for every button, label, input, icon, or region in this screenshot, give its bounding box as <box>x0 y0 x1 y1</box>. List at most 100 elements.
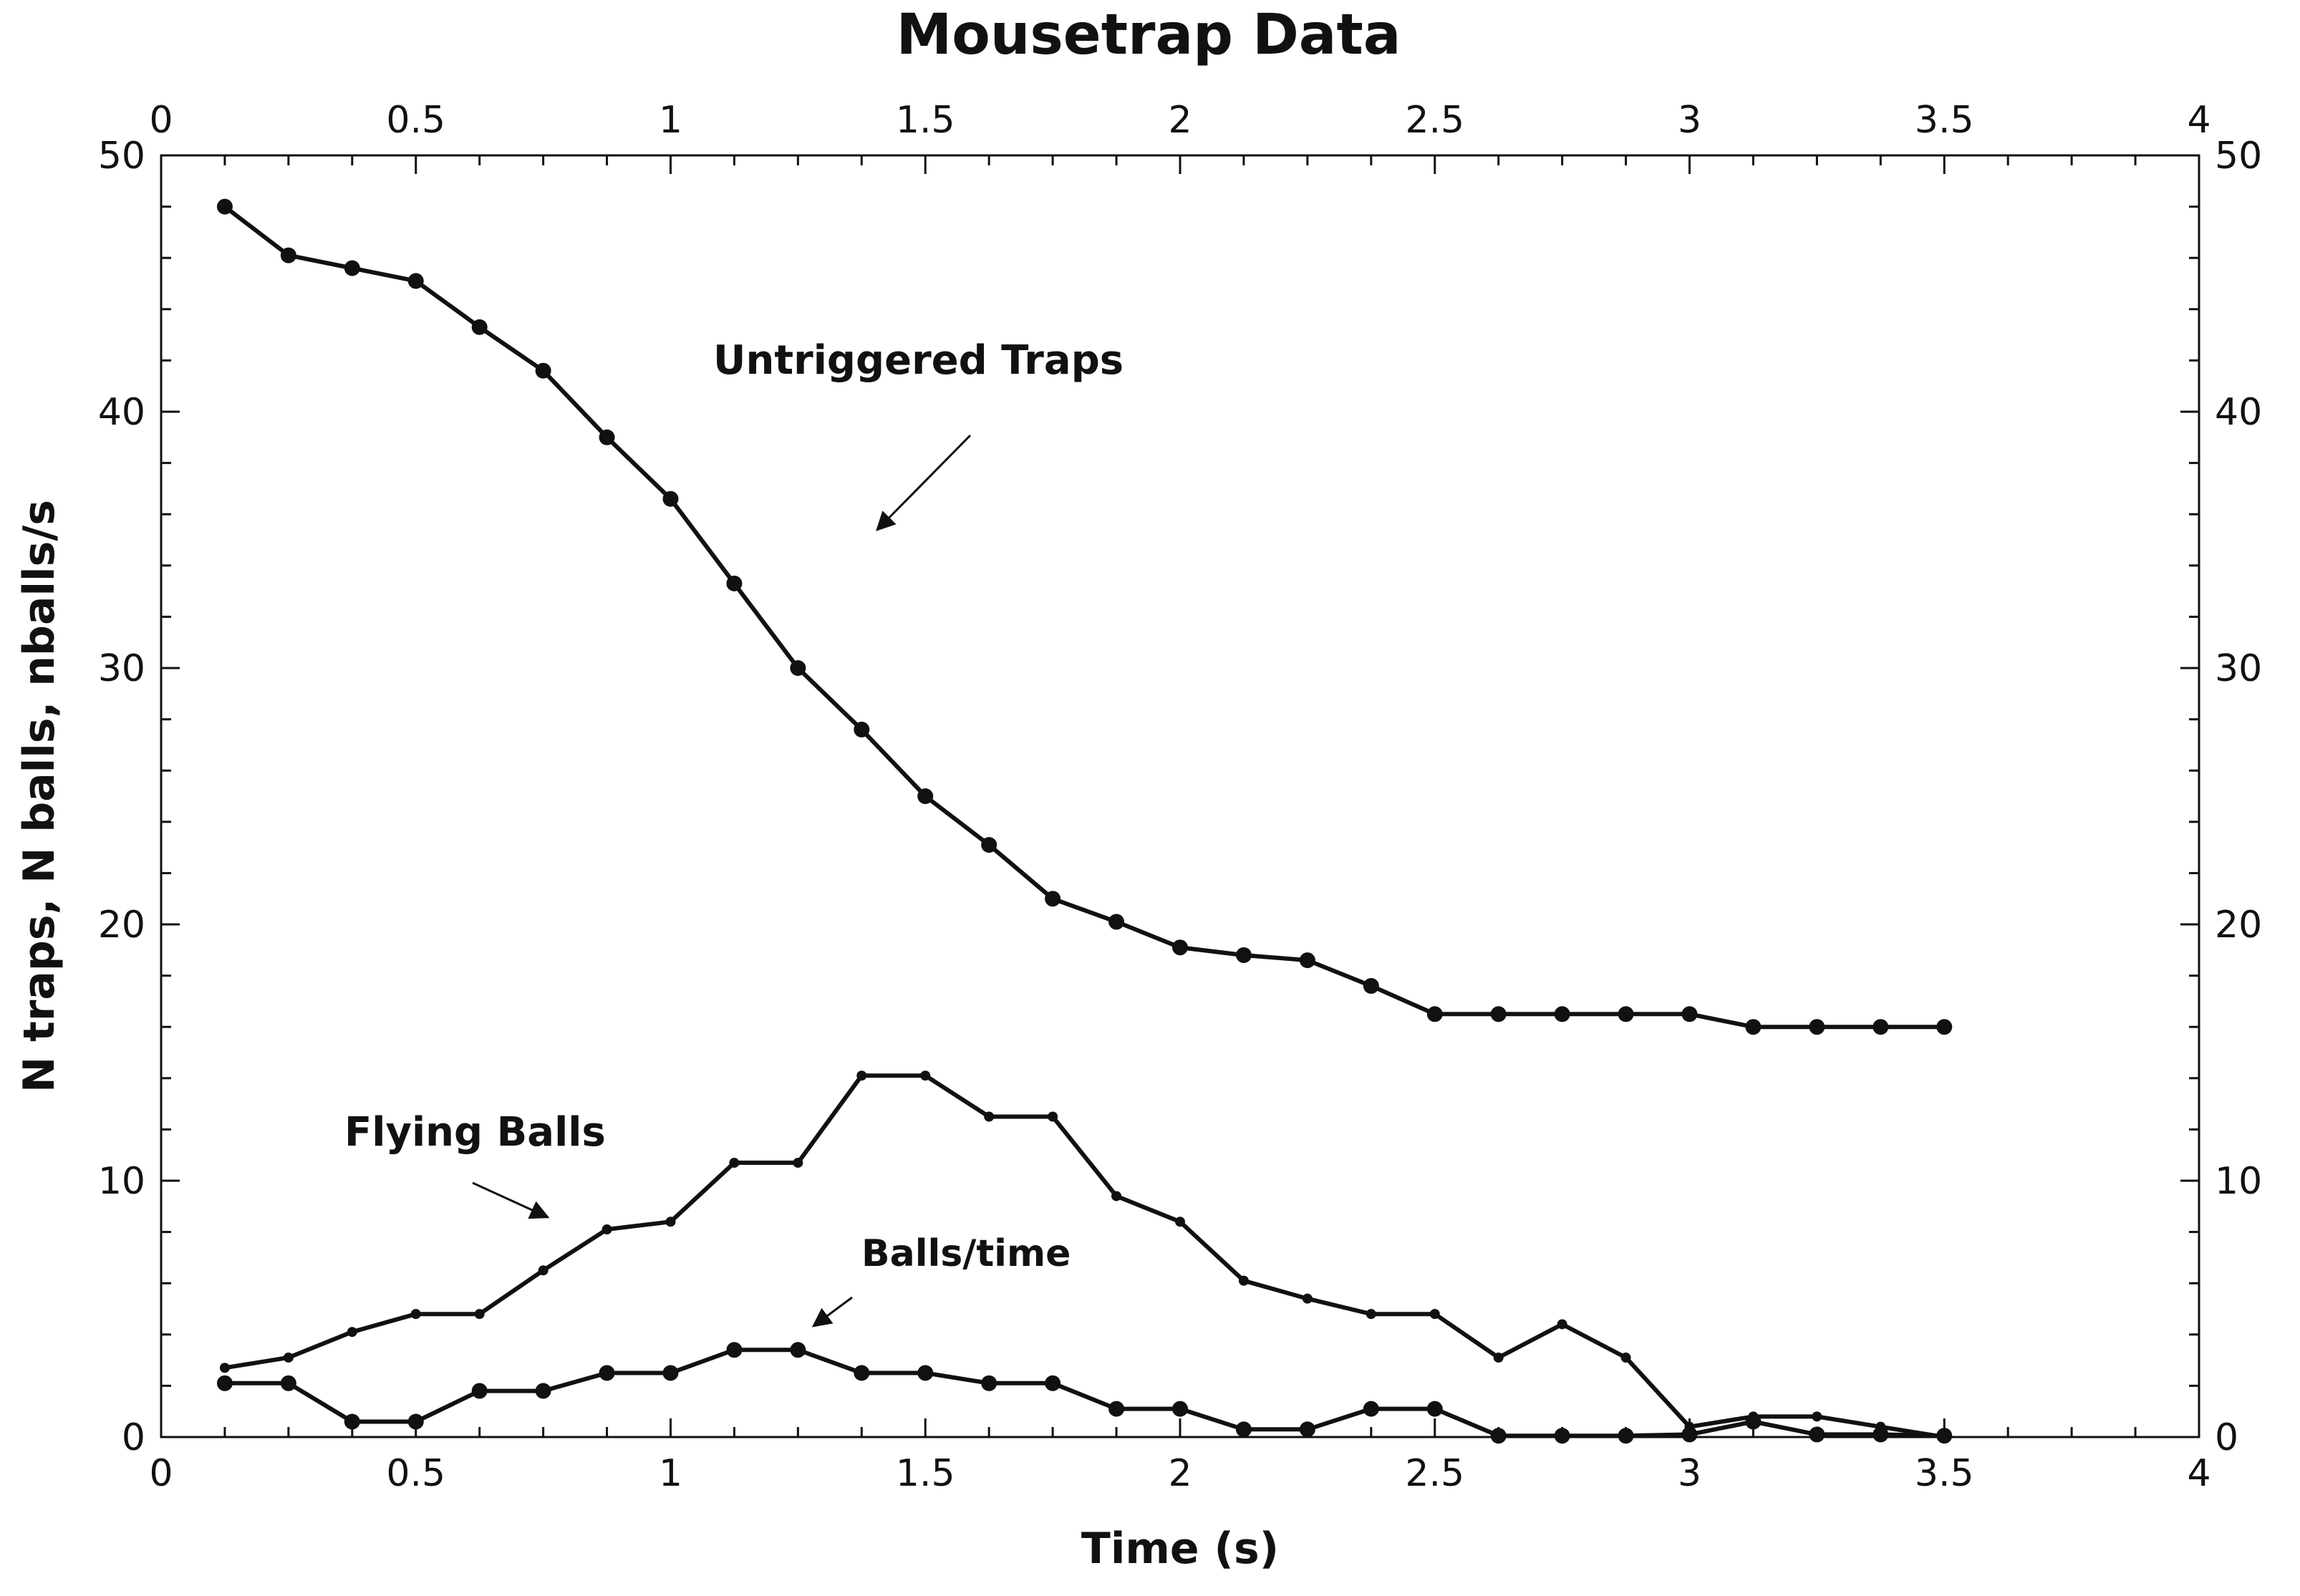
data-point-balls-time <box>1363 1401 1379 1417</box>
data-point-untriggered-traps <box>1045 891 1061 907</box>
data-point-untriggered-traps <box>917 788 934 804</box>
data-point-flying-balls <box>1048 1111 1058 1122</box>
x-tick-label-top: 3 <box>1678 99 1701 142</box>
x-tick-label-bottom: 1 <box>659 1452 682 1495</box>
data-point-untriggered-traps <box>1172 939 1188 956</box>
data-point-untriggered-traps <box>1681 1006 1698 1022</box>
data-point-flying-balls <box>920 1070 931 1081</box>
data-point-untriggered-traps <box>1363 977 1379 994</box>
data-point-balls-time <box>1235 1421 1252 1438</box>
data-point-flying-balls <box>1812 1411 1822 1422</box>
series-line-flying-balls <box>224 1073 1945 1439</box>
chart-title: Mousetrap Data <box>897 3 1401 67</box>
data-point-balls-time <box>917 1365 934 1381</box>
series-layer <box>216 198 1953 1444</box>
y-tick-label-left: 50 <box>98 135 145 178</box>
data-point-flying-balls <box>1366 1309 1376 1320</box>
x-tick-label-bottom: 3 <box>1678 1452 1701 1495</box>
x-tick-label-top: 0 <box>149 99 173 142</box>
y-tick-label-left: 30 <box>98 647 145 690</box>
data-point-flying-balls <box>856 1070 867 1081</box>
x-tick-label-bottom: 2 <box>1168 1452 1192 1495</box>
annotation-arrow-flying-balls <box>472 1181 550 1219</box>
x-axis-title: Time (s) <box>1081 1524 1279 1574</box>
data-point-flying-balls <box>665 1217 676 1227</box>
data-point-untriggered-traps <box>280 247 296 263</box>
y-tick-label-right: 20 <box>2215 904 2262 947</box>
data-point-untriggered-traps <box>726 575 743 591</box>
data-point-balls-time <box>407 1413 424 1430</box>
data-point-untriggered-traps <box>1490 1006 1507 1022</box>
data-point-untriggered-traps <box>790 660 806 676</box>
data-point-untriggered-traps <box>1426 1006 1443 1022</box>
y-tick-label-right: 0 <box>2215 1416 2238 1459</box>
data-point-untriggered-traps <box>471 319 488 335</box>
annotation-arrow-untriggered-traps <box>876 434 972 531</box>
x-tick-label-bottom: 0 <box>149 1452 173 1495</box>
data-point-untriggered-traps <box>1554 1006 1570 1022</box>
data-point-flying-balls <box>1175 1217 1185 1227</box>
x-tick-label-bottom: 3.5 <box>1915 1452 1974 1495</box>
y-axis-title: N traps, N balls, nballs/s <box>14 500 64 1093</box>
data-point-untriggered-traps <box>1618 1006 1634 1022</box>
x-tick-label-bottom: 2.5 <box>1405 1452 1464 1495</box>
series-untriggered-traps <box>216 198 1953 1035</box>
y-tick-label-left: 40 <box>98 391 145 434</box>
x-tick-label-bottom: 0.5 <box>386 1452 445 1495</box>
data-point-flying-balls <box>984 1111 995 1122</box>
x-tick-label-top: 2.5 <box>1405 99 1464 142</box>
y-tick-label-right: 10 <box>2215 1160 2262 1203</box>
series-flying-balls <box>219 1070 1950 1442</box>
data-point-balls-time <box>1936 1428 1953 1444</box>
data-point-flying-balls <box>1493 1353 1504 1363</box>
data-point-flying-balls <box>219 1363 230 1373</box>
data-point-untriggered-traps <box>407 273 424 289</box>
series-line-untriggered-traps <box>223 205 1945 1030</box>
x-tick-label-top: 0.5 <box>386 99 445 142</box>
data-point-untriggered-traps <box>1809 1019 1825 1035</box>
annotations: Untriggered Traps Flying Balls Balls/tim… <box>344 337 1124 1327</box>
data-point-untriggered-traps <box>1936 1019 1953 1035</box>
x-tick-label-top: 4 <box>2187 99 2210 142</box>
plot-frame <box>160 154 2200 1438</box>
series-line-balls-time <box>224 1348 1945 1438</box>
data-point-flying-balls <box>1111 1191 1122 1201</box>
y-tick-label-left: 20 <box>98 904 145 947</box>
data-point-balls-time <box>790 1342 806 1358</box>
data-point-balls-time <box>1554 1428 1570 1444</box>
data-point-untriggered-traps <box>1108 914 1125 930</box>
data-point-balls-time <box>344 1413 360 1430</box>
data-point-balls-time <box>1045 1375 1061 1391</box>
x-tick-label-top: 3.5 <box>1915 99 1974 142</box>
data-point-balls-time <box>1490 1428 1507 1444</box>
data-point-flying-balls <box>410 1309 421 1320</box>
data-point-untriggered-traps <box>216 198 233 215</box>
data-point-untriggered-traps <box>1745 1019 1762 1035</box>
data-point-untriggered-traps <box>344 260 360 276</box>
x-tick-label-bottom: 4 <box>2187 1452 2210 1495</box>
y-tick-label-right: 50 <box>2215 135 2262 178</box>
data-point-balls-time <box>1618 1428 1634 1444</box>
data-point-balls-time <box>1745 1413 1762 1430</box>
data-point-balls-time <box>599 1365 615 1381</box>
data-point-flying-balls <box>1620 1353 1631 1363</box>
data-point-untriggered-traps <box>599 429 615 445</box>
data-point-balls-time <box>535 1383 551 1399</box>
data-point-flying-balls <box>347 1327 357 1338</box>
annotation-balls-per-time: Balls/time <box>861 1232 1071 1275</box>
data-point-flying-balls <box>474 1309 485 1320</box>
data-point-untriggered-traps <box>1873 1019 1889 1035</box>
data-point-untriggered-traps <box>1299 952 1315 969</box>
data-point-flying-balls <box>601 1224 612 1235</box>
y-tick-label-left: 0 <box>122 1416 145 1459</box>
data-point-balls-time <box>662 1365 679 1381</box>
data-point-flying-balls <box>793 1157 803 1168</box>
series-balls-time <box>216 1342 1953 1444</box>
x-tick-label-top: 1.5 <box>896 99 955 142</box>
data-point-untriggered-traps <box>854 721 870 737</box>
y-tick-label-left: 10 <box>98 1160 145 1203</box>
data-point-flying-balls <box>283 1353 294 1363</box>
y-tick-label-right: 40 <box>2215 391 2262 434</box>
